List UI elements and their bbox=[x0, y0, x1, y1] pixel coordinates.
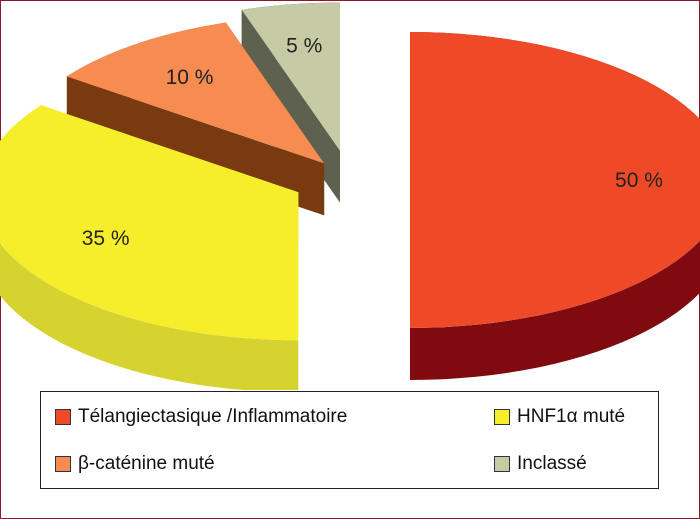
legend-swatch bbox=[55, 409, 71, 425]
pie-slice-label: 50 % bbox=[615, 169, 663, 192]
pie-slice-group bbox=[0, 105, 299, 390]
pie-slice-top bbox=[66, 22, 325, 164]
legend-swatch bbox=[494, 456, 510, 472]
legend-label: Télangiectasique /Inflammatoire bbox=[78, 406, 348, 427]
pie-slice-label: 5 % bbox=[286, 34, 322, 57]
legend-item-inclasse: Inclassé bbox=[494, 453, 587, 475]
legend-label: HNF1α muté bbox=[517, 406, 626, 427]
legend-label: β-caténine muté bbox=[78, 453, 215, 474]
legend-item-telangiectasique: Télangiectasique /Inflammatoire bbox=[55, 406, 347, 428]
pie-slice-label: 10 % bbox=[166, 66, 214, 89]
legend-item-hnf1a: HNF1α muté bbox=[494, 406, 625, 428]
legend: Télangiectasique /Inflammatoire HNF1α mu… bbox=[40, 391, 659, 489]
legend-item-beta-catenine: β-caténine muté bbox=[55, 453, 215, 475]
pie-slice-label: 35 % bbox=[82, 227, 130, 250]
legend-swatch bbox=[55, 456, 71, 472]
legend-swatch bbox=[494, 409, 510, 425]
pie-slice-group bbox=[410, 32, 700, 380]
pie-slice-top bbox=[241, 2, 340, 151]
pie-chart: 50 % 35 % 10 % 5 % bbox=[0, 2, 700, 390]
pie-slice-top bbox=[410, 32, 700, 328]
legend-label: Inclassé bbox=[517, 453, 587, 474]
pie-slice-top bbox=[0, 105, 299, 341]
pie-slice-side bbox=[0, 105, 299, 390]
